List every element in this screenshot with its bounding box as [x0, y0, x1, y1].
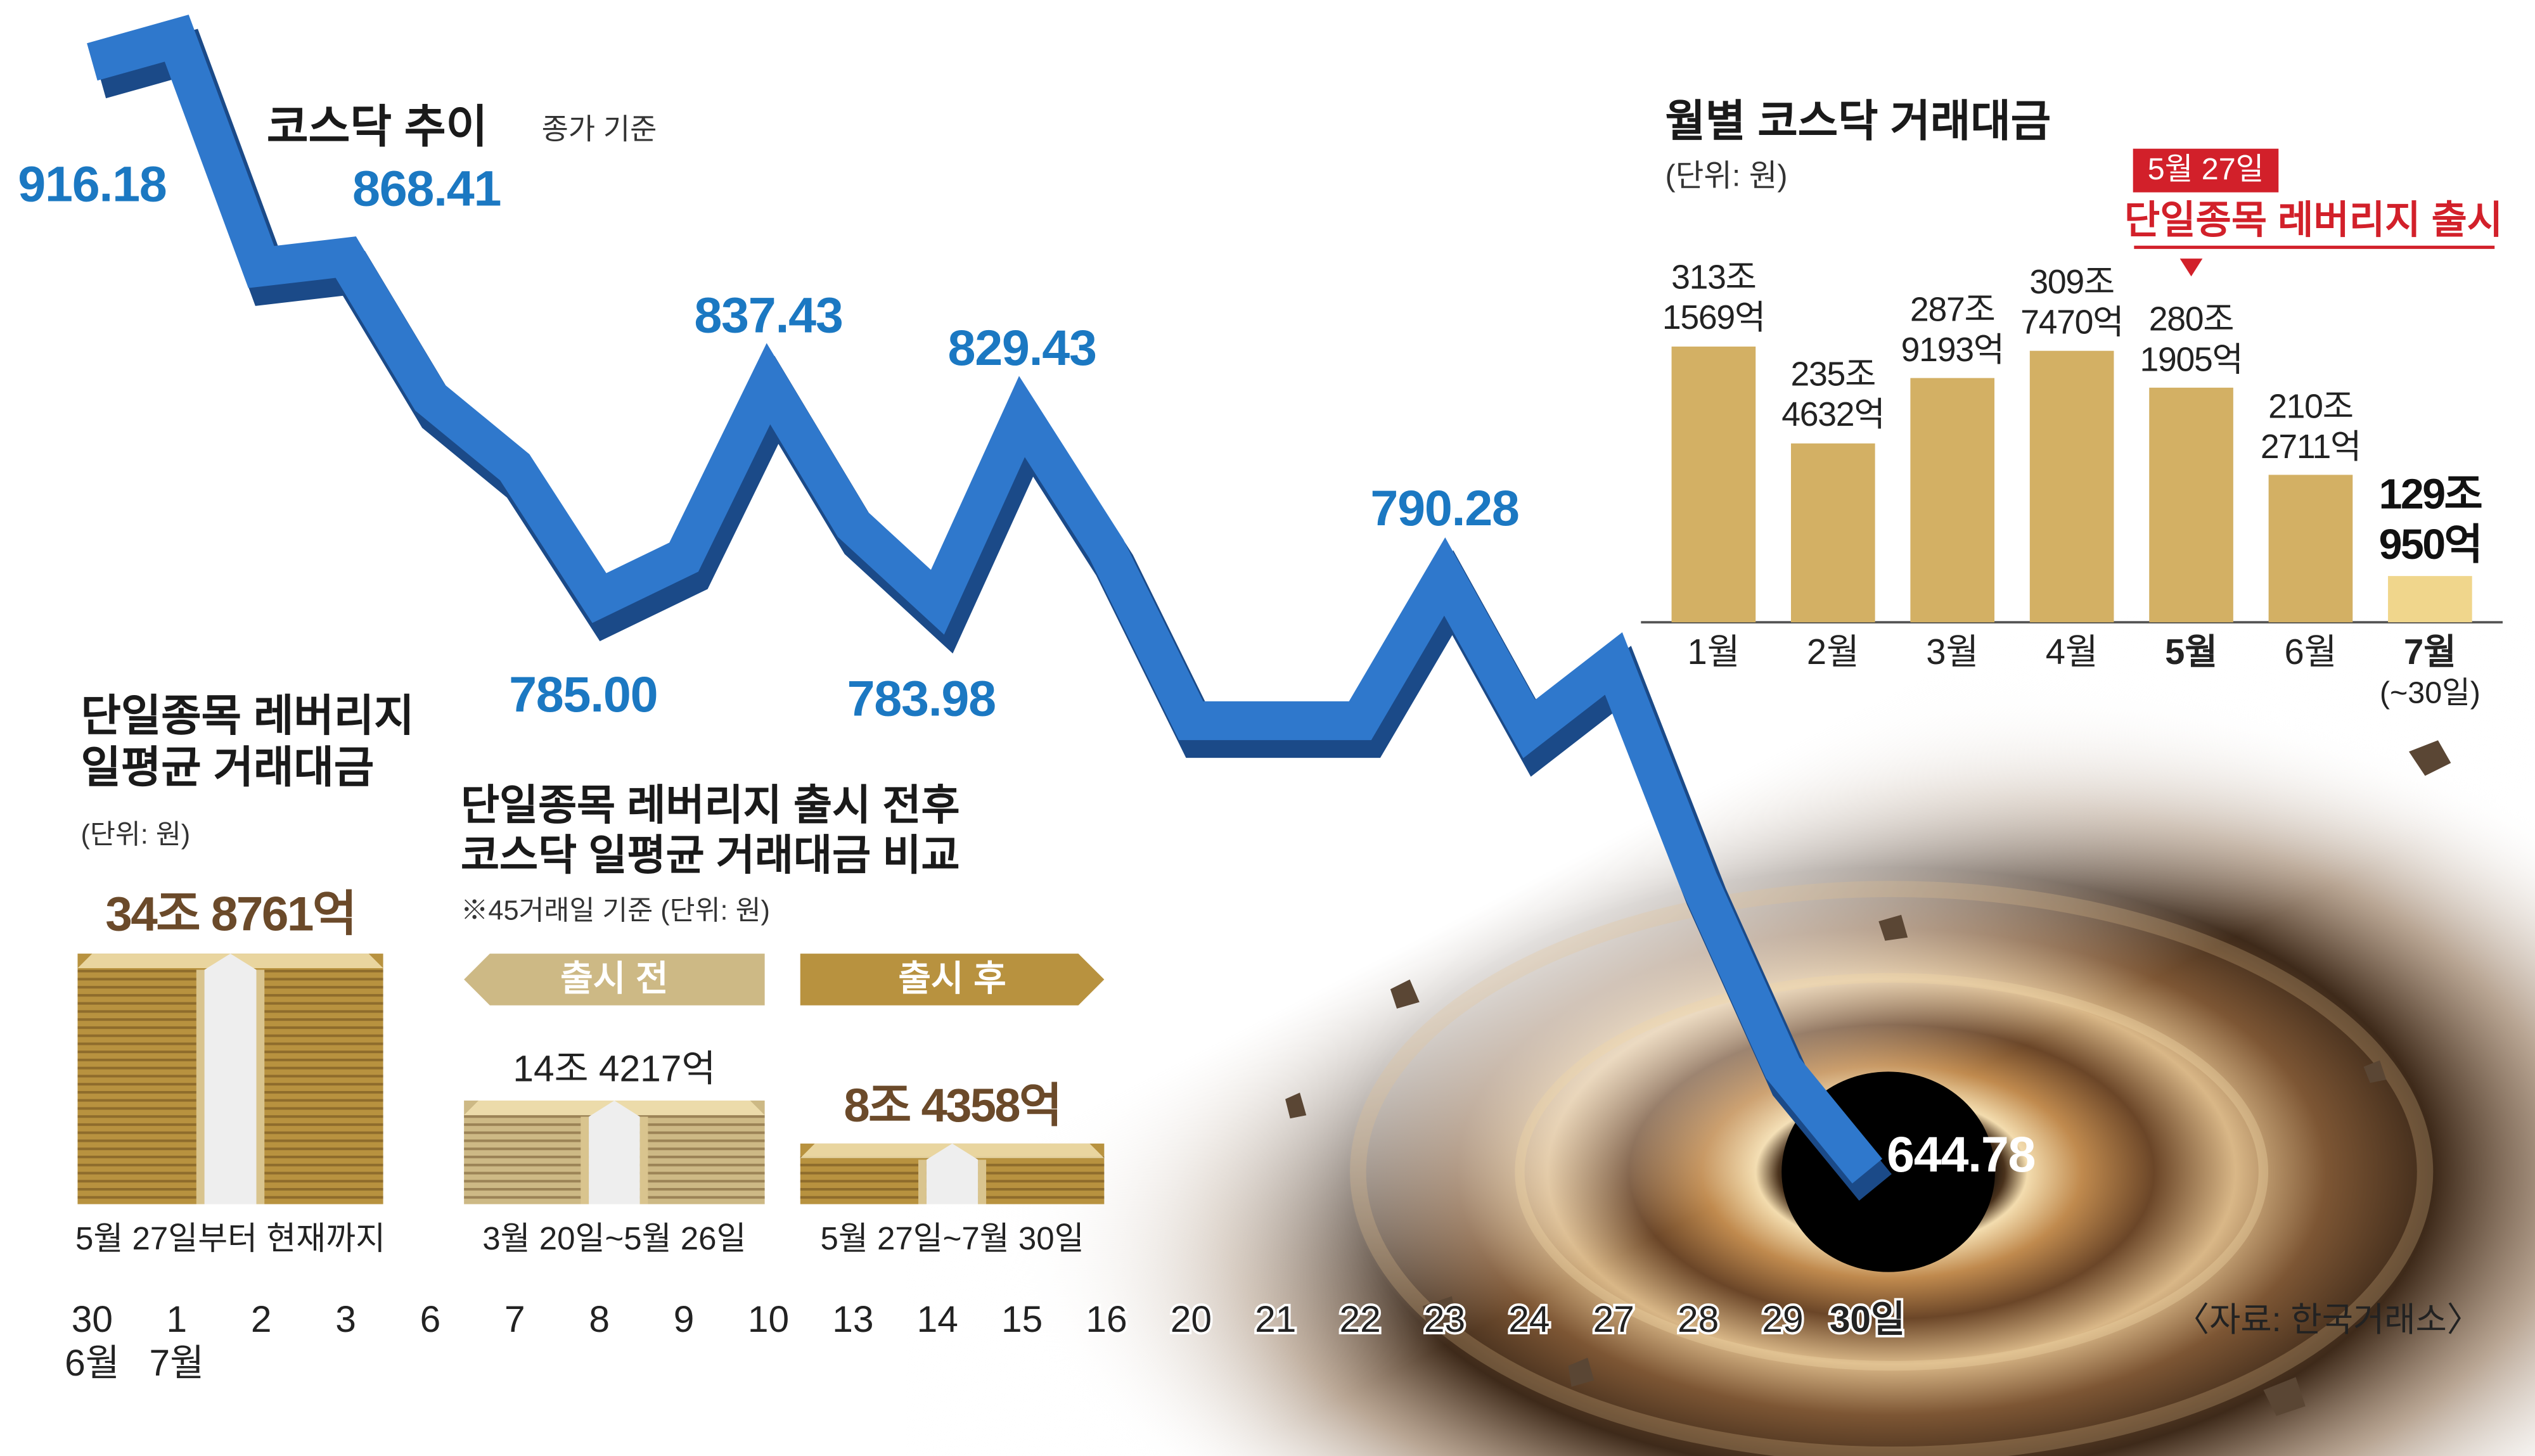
data-label: 916.18 — [18, 156, 166, 212]
data-label: 287조 9193억 — [1901, 291, 2005, 369]
bar — [2029, 350, 2114, 623]
data-label: 309조 7470억 — [2020, 264, 2124, 342]
x-tick-label: 9 — [674, 1299, 695, 1340]
stack-band-edge — [918, 1159, 927, 1204]
data-label: 868.41 — [352, 160, 501, 217]
data-label: 829.43 — [947, 319, 1096, 376]
x-tick-label: 27 — [1593, 1299, 1634, 1340]
x-tick-label: 24 — [1508, 1299, 1550, 1340]
period-label: 5월 27일부터 현재까지 — [75, 1222, 386, 1258]
x-tick-label: 10 — [748, 1299, 789, 1340]
data-label: 644.78 — [1887, 1126, 2035, 1182]
data-label: 790.28 — [1370, 480, 1518, 536]
x-tick-label: 20 — [1171, 1299, 1212, 1340]
period-label: 5월 27일~7월 30일 — [820, 1222, 1084, 1258]
x-tick-label: 13 — [832, 1299, 873, 1340]
chart-subtitle: (단위: 원) — [80, 819, 191, 850]
bar — [2388, 576, 2472, 623]
bar — [1790, 443, 1875, 623]
bar — [2149, 387, 2233, 623]
x-tick-label: 2 — [251, 1299, 272, 1340]
x-tick-label: 5월 — [2165, 632, 2217, 672]
source-note: 〈자료: 한국거래소〉 — [2176, 1301, 2481, 1339]
data-label: 34조 8761억 — [105, 888, 357, 942]
stack-band — [589, 1100, 640, 1204]
x-tick-month: 6월 — [65, 1343, 120, 1384]
category-banner — [464, 954, 765, 1006]
chart-subtitle: (단위: 원) — [1665, 160, 1788, 195]
chart-title: 월별 코스닥 거래대금 — [1665, 97, 2051, 146]
x-tick-label: 6월 — [2285, 632, 2337, 672]
annotation-text: 단일종목 레버리지 출시 — [2124, 198, 2503, 241]
black-hole-background — [905, 614, 2535, 1456]
x-tick-label: 1 — [166, 1299, 187, 1340]
data-label: 8조 4358억 — [844, 1080, 1063, 1132]
x-tick-label: 22 — [1340, 1299, 1381, 1340]
x-tick-label: 28 — [1678, 1299, 1719, 1340]
stack-band — [204, 954, 257, 1204]
coin-stack — [800, 1143, 1105, 1204]
category-banner — [800, 954, 1105, 1006]
stack-band-edge — [639, 1116, 648, 1204]
x-tick-label: 14 — [917, 1299, 958, 1340]
data-label: 783.98 — [847, 670, 996, 727]
x-tick-note: (~30일) — [2380, 676, 2480, 710]
annotation-box — [2133, 148, 2279, 193]
x-tick-label: 6 — [420, 1299, 441, 1340]
coin-stack — [77, 954, 383, 1204]
stack-band-edge — [256, 969, 265, 1204]
data-label: 14조 4217억 — [513, 1047, 716, 1089]
x-tick-label: 30일 — [1830, 1299, 1905, 1340]
x-tick-label: 4월 — [2046, 632, 2098, 672]
chart-title: 코스닥 추이 — [266, 101, 488, 152]
stack-band-edge — [196, 969, 205, 1204]
data-label: 837.43 — [694, 287, 842, 343]
data-label: 235조 4632억 — [1781, 357, 1885, 435]
x-tick-label: 3 — [335, 1299, 356, 1340]
coin-stack — [464, 1100, 765, 1204]
line — [87, 15, 1883, 1184]
x-tick-label: 29 — [1762, 1299, 1803, 1340]
x-tick-label: 7월 — [2404, 632, 2456, 672]
stack-band-edge — [581, 1116, 589, 1204]
x-tick-label: 1월 — [1687, 632, 1740, 672]
bar — [2268, 475, 2353, 623]
x-tick-label: 15 — [1001, 1299, 1043, 1340]
chart-title: 단일종목 레버리지 일평균 거래대금 — [80, 691, 414, 792]
category-label: 출시 전 — [560, 958, 668, 998]
stack-band — [926, 1143, 979, 1204]
x-tick-label: 2월 — [1807, 632, 1859, 672]
period-label: 3월 20일~5월 26일 — [482, 1222, 747, 1258]
data-label: 313조 1569억 — [1662, 260, 1766, 338]
chart-subtitle: ※45거래일 기준 (단위: 원) — [461, 895, 770, 926]
x-tick-label: 30 — [72, 1299, 113, 1340]
x-tick-label: 16 — [1086, 1299, 1127, 1340]
x-tick-label: 23 — [1424, 1299, 1465, 1340]
stack-band-edge — [978, 1159, 987, 1204]
data-label: 129조 950억 — [2378, 470, 2483, 569]
bar — [1910, 378, 1995, 623]
data-label: 280조 1905억 — [2140, 301, 2243, 379]
bar — [1671, 346, 1756, 623]
chart-title: 단일종목 레버리지 출시 전후 코스닥 일평균 거래대금 비교 — [461, 781, 960, 879]
x-tick-month: 7월 — [149, 1343, 204, 1384]
x-tick-label: 21 — [1255, 1299, 1296, 1340]
x-tick-label: 8 — [589, 1299, 610, 1340]
data-label: 210조 2711억 — [2260, 388, 2361, 466]
annotation-date: 5월 27일 — [2148, 152, 2264, 186]
x-tick-label: 3월 — [1926, 632, 1979, 672]
category-label: 출시 후 — [898, 958, 1006, 998]
x-tick-label: 7 — [504, 1299, 525, 1340]
annotation-arrow — [2179, 259, 2203, 277]
chart-subtitle: 종가 기준 — [541, 113, 657, 146]
data-label: 785.00 — [509, 666, 657, 722]
